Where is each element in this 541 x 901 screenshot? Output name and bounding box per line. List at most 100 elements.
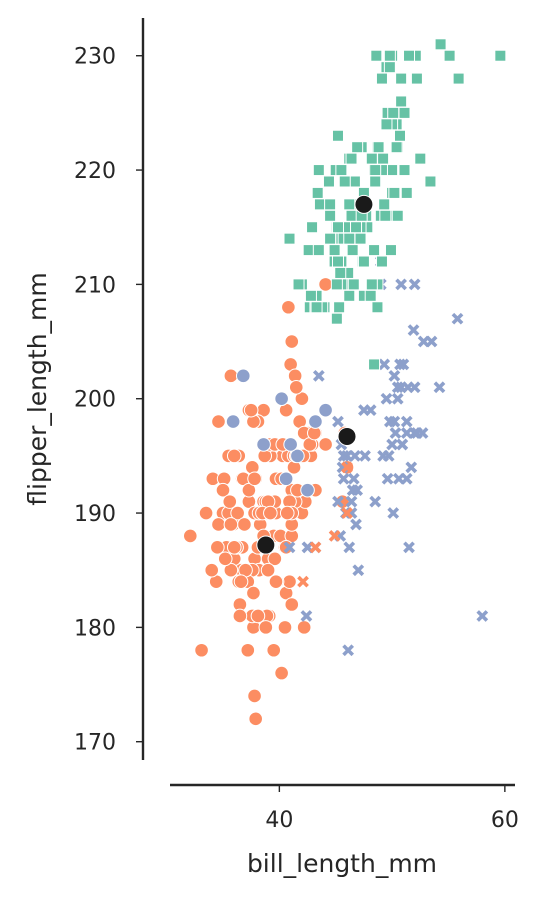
data-point xyxy=(407,324,420,336)
data-point xyxy=(237,517,252,532)
data-point xyxy=(402,381,414,394)
data-point xyxy=(332,495,344,508)
data-point xyxy=(283,541,296,554)
data-point xyxy=(296,620,312,635)
data-point xyxy=(309,541,322,554)
data-point xyxy=(405,461,418,474)
data-point xyxy=(408,278,421,291)
data-point xyxy=(371,301,384,314)
data-point xyxy=(225,414,241,429)
data-point xyxy=(278,540,294,555)
data-point xyxy=(398,106,411,119)
data-point xyxy=(247,471,262,487)
data-point xyxy=(235,368,251,384)
data-point xyxy=(338,175,351,188)
data-point xyxy=(368,244,381,257)
data-point xyxy=(425,335,438,348)
data-point xyxy=(343,541,356,554)
data-point xyxy=(443,49,456,62)
data-point xyxy=(364,404,377,417)
data-point xyxy=(283,232,296,245)
data-point xyxy=(330,312,343,325)
data-point xyxy=(380,118,393,131)
x-tick-label: 60 xyxy=(491,808,519,833)
data-point xyxy=(324,209,337,222)
mean-point xyxy=(256,535,276,555)
data-point xyxy=(369,495,382,508)
data-point xyxy=(378,358,391,371)
data-point xyxy=(268,574,284,589)
data-point xyxy=(182,528,198,544)
data-point xyxy=(334,266,347,279)
data-point xyxy=(383,49,396,62)
data-point xyxy=(365,278,378,291)
data-point xyxy=(369,175,382,188)
data-point xyxy=(377,152,390,165)
data-point xyxy=(312,164,325,177)
data-point xyxy=(451,312,464,325)
data-point xyxy=(375,72,388,85)
data-point xyxy=(230,505,245,521)
data-point xyxy=(394,358,406,371)
data-point xyxy=(387,507,400,519)
data-point xyxy=(357,255,370,268)
data-point xyxy=(240,642,256,658)
data-point xyxy=(387,106,400,119)
y-tick-label: 190 xyxy=(74,502,116,527)
data-point xyxy=(258,620,274,635)
y-axis-title: flipper_length_mm xyxy=(23,272,52,505)
data-point xyxy=(290,448,305,464)
x-axis-ticks: 40 60 xyxy=(265,785,519,833)
data-point xyxy=(476,610,489,622)
data-point xyxy=(283,437,298,452)
data-point xyxy=(333,301,346,314)
y-tick-label: 210 xyxy=(74,273,116,298)
x-tick-label: 40 xyxy=(265,808,293,833)
data-point xyxy=(351,484,364,497)
data-point xyxy=(347,278,360,291)
data-point xyxy=(267,551,283,567)
data-point xyxy=(328,244,341,257)
y-tick-label: 170 xyxy=(74,731,116,756)
data-point xyxy=(345,495,358,508)
data-point xyxy=(332,415,344,428)
data-point xyxy=(391,392,404,405)
data-point xyxy=(311,186,324,199)
data-point xyxy=(393,472,405,485)
mean-point xyxy=(354,194,374,214)
data-point xyxy=(375,255,388,268)
data-point xyxy=(388,369,401,382)
data-point xyxy=(400,186,413,199)
data-point xyxy=(403,541,415,554)
data-point xyxy=(386,438,398,451)
data-point xyxy=(304,289,317,302)
data-point xyxy=(391,381,404,394)
data-point xyxy=(394,129,406,142)
y-tick-label: 180 xyxy=(74,616,116,641)
data-point xyxy=(194,642,209,658)
data-point xyxy=(198,505,214,521)
data-point xyxy=(324,232,337,245)
data-point xyxy=(232,608,248,624)
data-point xyxy=(341,507,353,519)
data-point xyxy=(318,402,333,418)
data-point xyxy=(390,141,403,154)
data-point xyxy=(414,152,427,165)
data-point xyxy=(248,711,263,727)
data-point xyxy=(284,334,300,349)
data-point xyxy=(243,402,259,418)
data-point xyxy=(282,574,297,589)
data-point xyxy=(372,141,385,154)
data-point xyxy=(424,175,437,188)
data-point xyxy=(348,175,361,188)
data-point xyxy=(397,358,410,371)
data-point xyxy=(328,530,341,542)
x-axis-title: bill_length_mm xyxy=(247,849,437,878)
data-point xyxy=(310,301,323,314)
data-point xyxy=(274,391,289,407)
means-layer xyxy=(256,194,374,555)
data-point xyxy=(370,49,383,62)
data-point xyxy=(223,368,239,384)
points-layer xyxy=(182,38,507,727)
data-point xyxy=(215,482,231,498)
